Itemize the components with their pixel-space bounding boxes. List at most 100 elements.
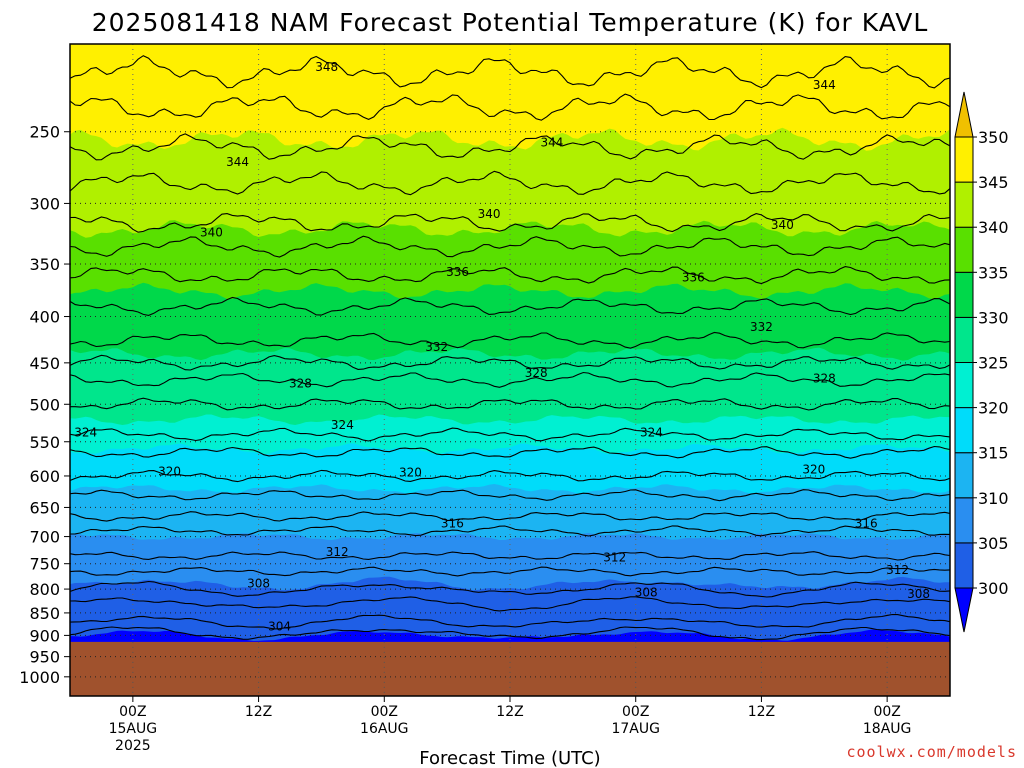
- colorbar-label: 310: [978, 489, 1009, 508]
- contour-label-layer: 348 344 344 344 340 340 340 336 336 332 332 328 328 3…: [74, 60, 930, 634]
- colorbar-segment-340: [954, 181, 974, 228]
- x-tick-label: 00Z: [873, 704, 900, 720]
- y-tick-label: 350: [29, 255, 60, 274]
- x-tick-label: 17AUG: [611, 721, 660, 737]
- y-tick-label: 300: [29, 194, 60, 213]
- contour-336: [70, 266, 950, 285]
- contour-label: 316: [855, 516, 878, 530]
- y-tick-label: 950: [29, 648, 60, 667]
- colorbar-label: 320: [978, 399, 1009, 418]
- colorbar-segment-345: [954, 136, 974, 183]
- y-axis: 250 300 350 400 450 500 550 600 650 700 750 800 850 9…: [19, 123, 70, 687]
- contour-label: 344: [226, 155, 249, 169]
- contour-338: [70, 235, 950, 258]
- colorbar-label: 300: [978, 579, 1009, 598]
- y-tick-label: 700: [29, 528, 60, 547]
- contour-label: 328: [525, 366, 548, 380]
- y-tick-label: 750: [29, 555, 60, 574]
- contour-label: 332: [750, 320, 773, 334]
- contour-label: 328: [289, 376, 312, 390]
- contour-label: 312: [886, 563, 909, 577]
- contour-label: 308: [247, 577, 270, 591]
- y-tick-label: 550: [29, 433, 60, 452]
- x-tick-label: 12Z: [748, 704, 775, 720]
- colorbar-label: 340: [978, 218, 1009, 237]
- contour-label: 308: [635, 586, 658, 600]
- contour-label: 336: [682, 270, 705, 284]
- contour-label: 344: [540, 136, 563, 150]
- y-tick-label: 500: [29, 395, 60, 414]
- colorbar-label: 350: [978, 128, 1009, 147]
- y-tick-label: 400: [29, 308, 60, 327]
- contour-348: [70, 55, 950, 89]
- x-axis-title: Forecast Time (UTC): [419, 748, 600, 768]
- y-tick-label: 850: [29, 604, 60, 623]
- colorbar-label: 345: [978, 173, 1009, 192]
- contour-302: [70, 626, 950, 641]
- colorbar-segment-330: [954, 271, 974, 318]
- contour-330: [70, 354, 950, 371]
- credit-link[interactable]: coolwx.com/models: [846, 743, 1017, 761]
- contour-label: 344: [813, 78, 836, 92]
- contour-332: [70, 331, 950, 349]
- y-tick-label: 800: [29, 580, 60, 599]
- colorbar-segment-300: [954, 542, 974, 589]
- contour-324: [70, 427, 950, 442]
- contour-label: 324: [74, 425, 97, 439]
- y-tick-label: 900: [29, 626, 60, 645]
- contour-label: 336: [446, 265, 469, 279]
- contour-344: [70, 133, 950, 161]
- colorbar-segment-320: [954, 362, 974, 409]
- y-tick-label: 250: [29, 123, 60, 142]
- contour-label: 304: [268, 620, 291, 634]
- contour-334: [70, 296, 950, 316]
- contour-label: 348: [315, 60, 338, 74]
- x-tick-label: 16AUG: [360, 721, 409, 737]
- contour-label: 308: [907, 587, 930, 601]
- contour-label: 332: [425, 340, 448, 354]
- contour-310: [70, 566, 950, 577]
- y-tick-label: 450: [29, 354, 60, 373]
- contour-328: [70, 371, 950, 388]
- contour-label: 316: [441, 516, 464, 530]
- contour-318: [70, 489, 950, 502]
- contour-label: 340: [200, 225, 223, 239]
- colorbar-segment-310: [954, 452, 974, 499]
- contour-label: 324: [331, 418, 354, 432]
- contour-306: [70, 596, 950, 612]
- x-tick-label: 00Z: [371, 704, 398, 720]
- contour-label: 320: [802, 462, 825, 476]
- ground-layer: [70, 641, 950, 696]
- x-tick-label: 00Z: [119, 704, 146, 720]
- contour-304: [70, 613, 950, 630]
- colorbar-label: 330: [978, 308, 1009, 327]
- colorbar-min-arrow: [954, 587, 974, 633]
- colorbar-segment-325: [954, 316, 974, 363]
- colorbar-segment-305: [954, 497, 974, 544]
- colorbar-label: 335: [978, 263, 1009, 282]
- contour-layer: [70, 55, 950, 641]
- contour-label: 340: [771, 218, 794, 232]
- contour-label: 320: [399, 466, 422, 480]
- colorbar-label: 305: [978, 534, 1009, 553]
- x-tick-label: 12Z: [496, 704, 523, 720]
- x-tick-label: 12Z: [245, 704, 272, 720]
- colorbar: 300 305 310 315 320 325 330 335 340 345 350: [954, 91, 1009, 633]
- chart-title: 2025081418 NAM Forecast Potential Temper…: [92, 8, 929, 37]
- colorbar-max-arrow: [954, 91, 974, 138]
- colorbar-label: 325: [978, 354, 1009, 373]
- y-tick-label: 600: [29, 467, 60, 486]
- contour-316: [70, 511, 950, 522]
- contour-322: [70, 445, 950, 459]
- contour-label: 324: [640, 425, 663, 439]
- contour-326: [70, 397, 950, 411]
- contour-340: [70, 213, 950, 233]
- colorbar-segment-315: [954, 407, 974, 454]
- contour-312: [70, 551, 950, 561]
- x-tick-label: 2025: [115, 738, 151, 754]
- colorbar-label: 315: [978, 444, 1009, 463]
- contour-label: 320: [158, 464, 181, 478]
- contour-320: [70, 469, 950, 483]
